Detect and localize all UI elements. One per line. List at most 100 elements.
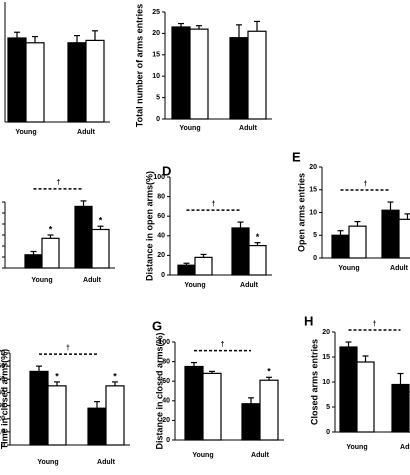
asterisk: * — [55, 371, 59, 381]
bar — [331, 234, 350, 259]
y-tick-label: 0 — [166, 437, 170, 444]
bar — [177, 264, 196, 276]
bar — [87, 407, 107, 446]
y-tick-label: 100 — [153, 174, 165, 181]
y-tick-label: 0 — [156, 116, 160, 123]
y-tick-label: 60 — [157, 213, 165, 220]
bar — [247, 30, 267, 120]
y-tick-label: 40 — [157, 233, 165, 240]
y-tick-label: 15 — [322, 354, 330, 361]
y-tick-label: 50 — [0, 376, 5, 383]
dagger: † — [212, 201, 216, 208]
y-tick-label: 20 — [309, 164, 317, 171]
panel-label: E — [292, 149, 301, 164]
bar — [339, 346, 358, 433]
y-tick-label: 5 — [313, 232, 317, 239]
bar — [85, 39, 105, 123]
x-tick-label: Adult — [239, 125, 258, 132]
bar — [74, 205, 93, 269]
bar — [248, 245, 267, 276]
x-tick-label: Young — [346, 444, 367, 451]
y-tick-label: 15 — [152, 52, 160, 59]
bar — [194, 256, 213, 276]
x-tick-label: Young — [184, 282, 205, 289]
y-tick-label: 5 — [156, 94, 160, 101]
y-axis-title: Time in closed arms(%) — [0, 349, 9, 449]
bar — [41, 237, 60, 269]
dagger: † — [364, 181, 368, 188]
bar — [47, 385, 67, 446]
x-tick-label: Adult — [77, 129, 96, 136]
x-tick-label: Young — [192, 452, 213, 459]
y-tick-label: 20 — [0, 416, 5, 423]
y-tick-label: 20 — [162, 417, 170, 424]
y-axis-title: Closed arms entries — [309, 339, 319, 425]
x-tick-label: Young — [179, 125, 200, 132]
y-tick-label: 10 — [0, 429, 5, 436]
y-tick-label: 30 — [0, 402, 5, 409]
bar — [381, 209, 400, 259]
y-tick-label: 15 — [309, 187, 317, 194]
bar — [398, 218, 410, 259]
y-tick-label: 80 — [157, 193, 165, 200]
x-tick-label: Young — [31, 277, 52, 284]
y-tick-label: 10 — [152, 73, 160, 80]
y-axis-title: Open arms entries — [296, 173, 306, 252]
y-axis-title: Distance in closed arms(%) — [154, 332, 164, 449]
bar — [189, 28, 209, 120]
x-tick-label: Young — [37, 459, 58, 466]
y-tick-label: 0 — [326, 429, 330, 436]
dagger: † — [66, 345, 70, 352]
y-tick-label: 0 — [313, 255, 317, 262]
x-tick-label: Adult — [97, 459, 116, 466]
y-tick-label: 25 — [152, 9, 160, 16]
bar — [171, 26, 191, 120]
dagger: † — [221, 341, 225, 348]
bar — [229, 37, 249, 120]
x-tick-label: Adult — [390, 265, 409, 272]
panel-label: D — [162, 163, 171, 178]
bar — [91, 228, 110, 269]
bar — [67, 42, 87, 123]
y-tick-label: 0 — [161, 272, 165, 279]
bar — [184, 365, 204, 441]
bar — [356, 361, 375, 433]
y-tick-label: 60 — [0, 363, 5, 370]
asterisk: * — [49, 224, 53, 234]
panel-label: G — [152, 318, 162, 333]
y-tick-label: 40 — [162, 398, 170, 405]
bar — [241, 403, 261, 441]
x-tick-label: Adult — [83, 277, 102, 284]
bar — [348, 225, 367, 259]
asterisk: * — [113, 371, 117, 381]
y-axis-title: Total number of arms entries — [134, 4, 144, 127]
x-tick-label: Young — [15, 129, 36, 136]
y-tick-label: 20 — [322, 329, 330, 336]
y-tick-label: 10 — [309, 209, 317, 216]
x-tick-label: Adult — [240, 282, 259, 289]
y-tick-label: 5 — [326, 404, 330, 411]
y-tick-label: 0 — [1, 442, 5, 449]
asterisk: * — [256, 232, 260, 242]
y-tick-label: 70 — [0, 350, 5, 357]
y-tick-label: 80 — [162, 358, 170, 365]
x-tick-label: Adult — [251, 452, 270, 459]
dagger: † — [373, 321, 377, 328]
bar — [7, 37, 27, 123]
y-tick-label: 60 — [162, 378, 170, 385]
panel-label: H — [304, 313, 313, 328]
y-tick-label: 20 — [152, 30, 160, 37]
bar — [29, 370, 49, 446]
y-tick-label: 10 — [322, 379, 330, 386]
y-tick-label: 100 — [158, 339, 170, 346]
bar — [259, 379, 279, 441]
bar — [391, 383, 410, 433]
asterisk: * — [99, 216, 103, 226]
x-tick-label: Young — [338, 265, 359, 272]
bar — [24, 254, 43, 269]
bar — [202, 372, 222, 441]
bar — [25, 42, 45, 123]
y-tick-label: 40 — [0, 389, 5, 396]
x-tick-label: Adult — [400, 444, 410, 451]
